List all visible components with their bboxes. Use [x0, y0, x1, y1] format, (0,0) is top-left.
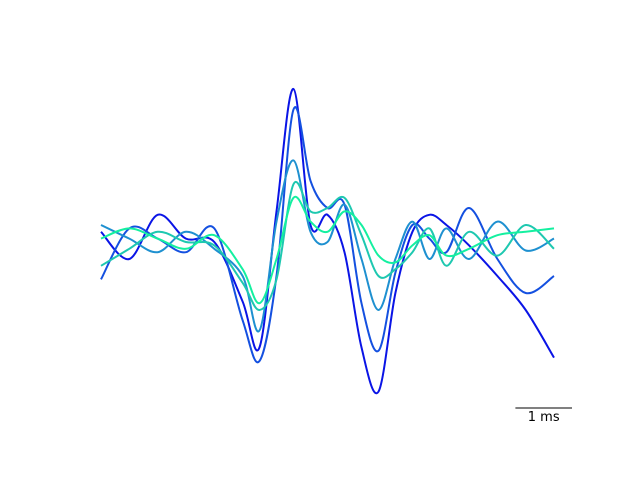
waveform-trace-5: [100, 195, 555, 305]
waveform-trace-1: [100, 87, 555, 395]
scale-bar: 1 ms: [515, 407, 572, 425]
waveform-trace-3: [100, 159, 555, 333]
scale-bar-label: 1 ms: [528, 410, 560, 425]
waveform-traces: [100, 87, 555, 395]
waveform-trace-4: [100, 180, 555, 311]
